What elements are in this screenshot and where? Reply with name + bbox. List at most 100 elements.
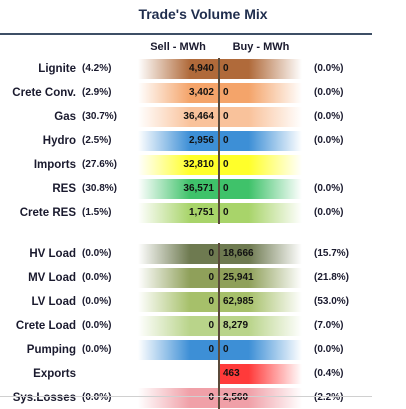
sell-bar: 36,464 <box>138 107 218 127</box>
sell-percent: (0.0%) <box>82 296 112 307</box>
sell-percent: (4.2%) <box>82 63 112 74</box>
buy-bar: 25,941 <box>220 268 302 288</box>
buy-bar: 62,985 <box>220 292 302 312</box>
row-label: Crete Conv. <box>12 87 76 99</box>
sell-bar: 2,956 <box>138 131 218 151</box>
table-row: HV Load (0.0%) 0 18,666 (15.7%) <box>0 243 406 265</box>
sell-value: 0 <box>208 344 214 355</box>
row-label: Imports <box>33 159 76 171</box>
row-label: RES <box>52 183 76 195</box>
sell-value: 36,571 <box>183 183 214 194</box>
table-row: RES (30.8%) 36,571 0 (0.0%) <box>0 178 406 200</box>
row-label: Sys.Losses <box>12 392 76 404</box>
row-label: Hydro <box>42 135 76 147</box>
sell-percent: (30.7%) <box>82 111 118 122</box>
buy-bar: 0 <box>220 179 302 199</box>
row-label: Crete RES <box>19 207 76 219</box>
sell-value: 3,402 <box>188 87 214 98</box>
table-row: Crete RES (1.5%) 1,751 0 (0.0%) <box>0 202 406 224</box>
buy-percent: (0.4%) <box>314 368 344 379</box>
table-row: Gas (30.7%) 36,464 0 (0.0%) <box>0 106 406 128</box>
buy-value: 62,985 <box>223 296 254 307</box>
buy-percent: (0.0%) <box>314 87 344 98</box>
sell-bar: 0 <box>138 340 218 360</box>
buy-percent: (0.0%) <box>314 183 344 194</box>
buy-value: 2,560 <box>223 392 249 403</box>
center-axis <box>218 243 220 409</box>
sell-percent: (0.0%) <box>82 248 112 259</box>
row-label: Exports <box>33 368 76 380</box>
sell-bar: 0 <box>138 292 218 312</box>
table-row: Crete Conv. (2.9%) 3,402 0 (0.0%) <box>0 82 406 104</box>
table-row: Crete Load (0.0%) 0 8,279 (7.0%) <box>0 315 406 337</box>
buy-value: 0 <box>223 159 229 170</box>
row-label: LV Load <box>31 296 76 308</box>
buy-bar: 0 <box>220 59 302 79</box>
buy-value: 18,666 <box>223 248 254 259</box>
sell-value: 0 <box>208 296 214 307</box>
buy-bar: 0 <box>220 83 302 103</box>
buy-bar: 0 <box>220 155 302 175</box>
sell-bar: 0 <box>138 388 218 408</box>
center-axis <box>218 58 220 224</box>
table-row: Pumping (0.0%) 0 0 (0.0%) <box>0 339 406 361</box>
sell-bar: 0 <box>138 268 218 288</box>
buy-percent: (0.0%) <box>314 111 344 122</box>
row-label: Lignite <box>38 63 76 75</box>
sell-bar: 0 <box>138 316 218 336</box>
sell-value: 0 <box>208 320 214 331</box>
buy-value: 25,941 <box>223 272 254 283</box>
buy-value: 0 <box>223 344 229 355</box>
sell-bar: 0 <box>138 244 218 264</box>
sell-value: 0 <box>208 272 214 283</box>
buy-value: 463 <box>223 368 240 379</box>
sell-percent: (0.0%) <box>82 272 112 283</box>
buy-percent: (0.0%) <box>314 207 344 218</box>
sell-value: 4,940 <box>188 63 214 74</box>
buy-percent: (0.0%) <box>314 344 344 355</box>
sell-percent: (0.0%) <box>82 320 112 331</box>
sell-value: 0 <box>208 248 214 259</box>
buy-bar: 463 <box>220 364 302 384</box>
sell-bar: 1,751 <box>138 203 218 223</box>
buy-value: 0 <box>223 135 229 146</box>
sell-percent: (27.6%) <box>82 159 118 170</box>
buy-percent: (7.0%) <box>314 320 344 331</box>
buy-bar: 0 <box>220 107 302 127</box>
buy-percent: (2.2%) <box>314 392 344 403</box>
sell-bar <box>138 364 218 384</box>
sell-value: 32,810 <box>183 159 214 170</box>
table-row: Imports (27.6%) 32,810 0 <box>0 154 406 176</box>
buy-value: 0 <box>223 111 229 122</box>
buy-percent: (0.0%) <box>314 63 344 74</box>
buy-percent: (15.7%) <box>314 248 350 259</box>
table-row: Lignite (4.2%) 4,940 0 (0.0%) <box>0 58 406 80</box>
buy-value: 0 <box>223 183 229 194</box>
buy-bar: 8,279 <box>220 316 302 336</box>
sell-percent: (2.9%) <box>82 87 112 98</box>
sell-percent: (30.8%) <box>82 183 118 194</box>
table-row: MV Load (0.0%) 0 25,941 (21.8%) <box>0 267 406 289</box>
buy-bar: 0 <box>220 131 302 151</box>
buy-header: Buy - MWh <box>232 41 290 53</box>
sell-header: Sell - MWh <box>150 41 206 53</box>
sell-bar: 4,940 <box>138 59 218 79</box>
buy-value: 8,279 <box>223 320 249 331</box>
buy-percent: (21.8%) <box>314 272 350 283</box>
title-rule <box>0 33 372 35</box>
sell-percent: (0.0%) <box>82 344 112 355</box>
buy-value: 0 <box>223 207 229 218</box>
sell-percent: (2.5%) <box>82 135 112 146</box>
sell-bar: 36,571 <box>138 179 218 199</box>
sell-value: 0 <box>208 392 214 403</box>
bottom-divider <box>0 396 372 397</box>
table-row: Hydro (2.5%) 2,956 0 (0.0%) <box>0 130 406 152</box>
row-label: Gas <box>54 111 76 123</box>
table-row: Exports 463 (0.4%) <box>0 363 406 385</box>
sell-value: 2,956 <box>188 135 214 146</box>
buy-bar: 2,560 <box>220 388 302 408</box>
sell-bar: 32,810 <box>138 155 218 175</box>
table-row: LV Load (0.0%) 0 62,985 (53.0%) <box>0 291 406 313</box>
row-label: MV Load <box>28 272 76 284</box>
row-label: Pumping <box>26 344 76 356</box>
